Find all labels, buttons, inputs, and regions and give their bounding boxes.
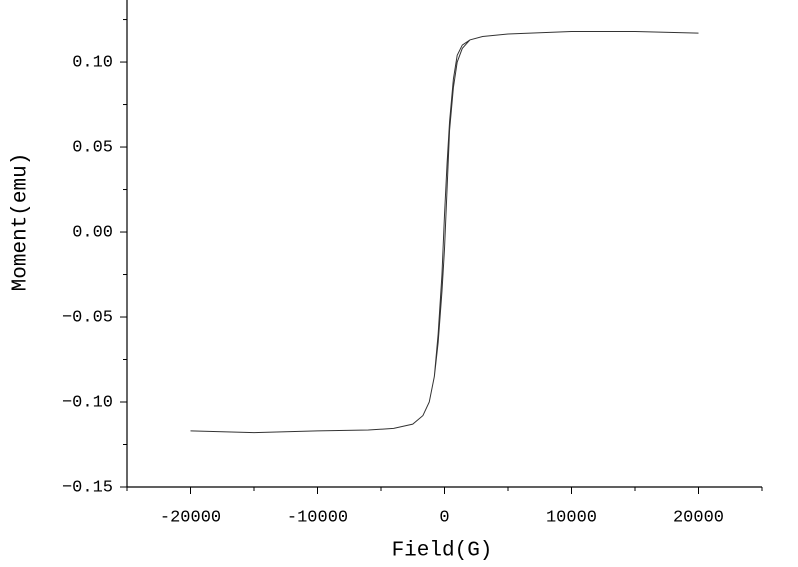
x-tick-label: 10000	[546, 508, 597, 527]
data-line	[190, 30, 699, 434]
x-tick-label: 20000	[673, 508, 724, 527]
x-tick-label: -20000	[160, 508, 221, 527]
y-tick-label: −0.05	[62, 309, 113, 328]
x-axis-title: Field(G)	[392, 540, 493, 563]
y-axis-title: Moment(emu)	[10, 153, 33, 292]
y-tick-label: −0.15	[62, 478, 113, 497]
y-tick-label: 0.10	[72, 54, 113, 73]
y-tick-label: 0.00	[72, 224, 113, 243]
y-tick-label: −0.10	[62, 393, 113, 412]
x-tick-label: 0	[439, 508, 449, 527]
x-tick-label: -10000	[287, 508, 348, 527]
y-tick-label: 0.05	[72, 139, 113, 158]
